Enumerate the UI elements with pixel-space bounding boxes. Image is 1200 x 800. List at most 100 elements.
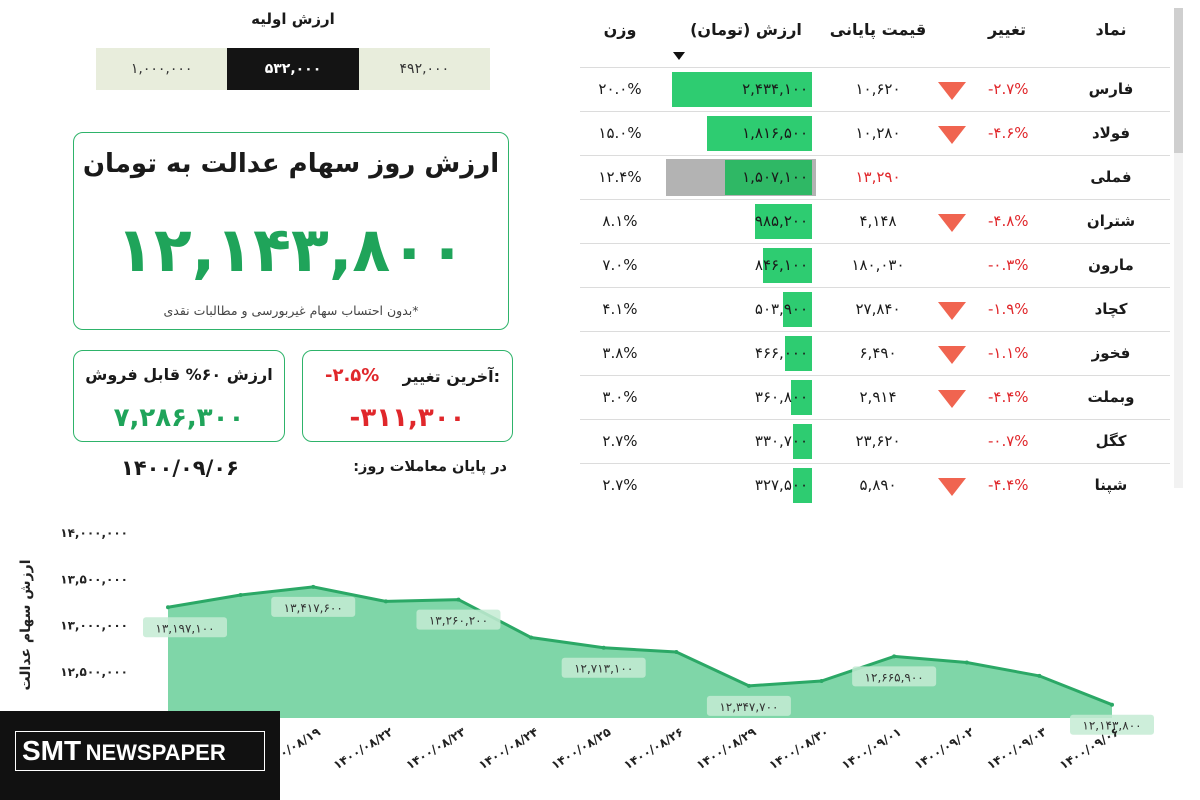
table-row[interactable]: وبملت -۴.۴% ۲,۹۱۴ ۳۶۰,۸۰۰ ۳.۰%	[580, 375, 1170, 419]
data-label: ۱۲,۳۴۷,۷۰۰	[719, 700, 778, 714]
row-price: ۴,۱۴۸	[859, 212, 897, 230]
row-symbol[interactable]: شتران	[1086, 212, 1136, 230]
header-symbol[interactable]: نماد	[1095, 20, 1127, 39]
row-change-percent: -۴.۴%	[988, 388, 1029, 406]
row-weight: ۳.۰%	[602, 388, 638, 406]
header-weight[interactable]: وزن	[603, 20, 637, 39]
data-point[interactable]	[964, 660, 969, 665]
row-value: ۸۴۶,۱۰۰	[666, 244, 812, 287]
data-point[interactable]	[892, 654, 897, 659]
row-value-bar	[793, 468, 812, 503]
table-row[interactable]: فملی ۱۳,۲۹۰ ۱,۵۰۷,۱۰۰ ۱۲.۴%	[580, 155, 1170, 199]
data-point[interactable]	[674, 650, 679, 655]
brand-smt: SMT	[22, 735, 82, 766]
data-point[interactable]	[1110, 702, 1114, 707]
table-row[interactable]: مارون -۰.۳% ۱۸۰,۰۳۰ ۸۴۶,۱۰۰ ۷.۰%	[580, 243, 1170, 287]
last-change-percent: -۲.۵%	[325, 365, 380, 386]
row-value-text: ۱,۵۰۷,۱۰۰	[742, 168, 808, 186]
row-value-bar	[793, 424, 812, 459]
header-price[interactable]: قیمت پایانی	[829, 20, 927, 39]
data-point[interactable]	[819, 679, 824, 683]
row-value-bar	[725, 160, 812, 195]
current-value-note: *بدون احتساب سهام غیربورسی و مطالبات نقد…	[163, 303, 419, 318]
data-point[interactable]	[166, 605, 170, 610]
x-tick-label: ۱۴۰۰/۰۹/۰۱	[839, 725, 904, 773]
data-label: ۱۲,۷۱۳,۱۰۰	[574, 662, 633, 676]
header-value[interactable]: ارزش (تومان)	[690, 20, 802, 39]
row-symbol[interactable]: کچاد	[1094, 300, 1128, 318]
row-weight: ۱۵.۰%	[598, 124, 642, 142]
data-point[interactable]	[1037, 673, 1042, 678]
data-label: ۱۲,۶۶۵,۹۰۰	[865, 670, 924, 684]
row-change-percent: -۰.۳%	[988, 256, 1029, 274]
data-point[interactable]	[456, 597, 461, 602]
table-row[interactable]: فولاد -۴.۶% ۱۰,۲۸۰ ۱,۸۱۶,۵۰۰ ۱۵.۰%	[580, 111, 1170, 155]
data-point[interactable]	[238, 592, 243, 597]
data-label-box	[143, 617, 227, 638]
x-tick-label: ۱۴۰۰/۰۹/۰۲	[912, 724, 977, 772]
row-value-text: ۳۳۰,۷۰۰	[754, 432, 808, 450]
table-scrollbar-thumb[interactable]	[1174, 8, 1183, 153]
down-triangle-icon	[938, 478, 966, 496]
row-value: ۴۶۶,۰۰۰	[666, 332, 812, 375]
row-weight: ۲۰.۰%	[598, 80, 642, 98]
x-tick-label: ۱۴۰۰/۰۸/۳۰	[767, 725, 832, 773]
row-symbol[interactable]: فخوز	[1091, 344, 1131, 362]
table-row[interactable]: شتران -۴.۸% ۴,۱۴۸ ۹۸۵,۲۰۰ ۸.۱%	[580, 199, 1170, 243]
row-value-text: ۲,۴۳۴,۱۰۰	[742, 80, 808, 98]
row-price: ۱۰,۶۲۰	[855, 80, 901, 98]
initial-value-option-532000[interactable]: ۵۳۲,۰۰۰	[227, 48, 359, 90]
row-symbol[interactable]: کگل	[1095, 432, 1127, 450]
row-price: ۵,۸۹۰	[859, 476, 897, 494]
table-row[interactable]: شپنا -۴.۴% ۵,۸۹۰ ۳۲۷,۵۰۰ ۲.۷%	[580, 463, 1170, 507]
row-price: ۱۸۰,۰۳۰	[851, 256, 905, 274]
row-change-percent: -۱.۱%	[988, 344, 1029, 362]
table-row[interactable]: کچاد -۱.۹% ۲۷,۸۴۰ ۵۰۳,۹۰۰ ۴.۱%	[580, 287, 1170, 331]
initial-value-option-1000000[interactable]: ۱,۰۰۰,۰۰۰	[96, 48, 228, 90]
initial-value-option-492000[interactable]: ۴۹۲,۰۰۰	[358, 48, 490, 90]
row-value-text: ۹۸۵,۲۰۰	[754, 212, 808, 230]
row-symbol[interactable]: شپنا	[1094, 476, 1128, 494]
brand-newspaper: NEWSPAPER	[85, 740, 226, 765]
row-change-percent: -۱.۹%	[988, 300, 1029, 318]
y-tick-label: ۱۴,۰۰۰,۰۰۰	[60, 526, 128, 540]
y-axis-label: ارزش سهام عدالت	[18, 559, 34, 690]
y-tick-label: ۱۳,۵۰۰,۰۰۰	[60, 572, 128, 586]
table-row[interactable]: فارس -۲.۷% ۱۰,۶۲۰ ۲,۴۳۴,۱۰۰ ۲۰.۰%	[580, 67, 1170, 111]
row-value: ۳۶۰,۸۰۰	[666, 376, 812, 419]
row-change: -۰.۳%	[962, 244, 1062, 287]
trading-date-label: در پایان معاملات روز:	[353, 459, 507, 475]
sort-descending-icon[interactable]	[673, 52, 685, 60]
row-change: -۲.۷%	[938, 68, 1062, 111]
table-scrollbar[interactable]	[1174, 8, 1183, 488]
header-change[interactable]: تغییر	[987, 20, 1027, 39]
row-change-percent: -۴.۴%	[988, 476, 1029, 494]
row-weight: ۴.۱%	[602, 300, 638, 318]
data-label-box	[271, 596, 356, 617]
row-weight: ۱۲.۴%	[598, 168, 642, 186]
row-price: ۲۳,۶۲۰	[855, 432, 901, 450]
row-symbol[interactable]: وبملت	[1087, 388, 1135, 406]
row-price: ۶,۴۹۰	[859, 344, 897, 362]
data-point[interactable]	[529, 635, 534, 640]
row-change: -۱.۹%	[938, 288, 1062, 331]
x-tick-label: ۱۴۰۰/۰۸/۲۶	[621, 725, 686, 773]
data-point[interactable]	[383, 599, 388, 604]
x-tick-label: ۱۴۰۰/۰۸/۲۲	[331, 724, 396, 772]
table-row[interactable]: کگل -۰.۷% ۲۳,۶۲۰ ۳۳۰,۷۰۰ ۲.۷%	[580, 419, 1170, 463]
down-triangle-icon	[938, 126, 966, 144]
row-value: ۳۲۷,۵۰۰	[666, 464, 812, 507]
row-symbol[interactable]: فولاد	[1091, 124, 1131, 142]
data-point[interactable]	[311, 584, 316, 589]
row-value-bar	[785, 336, 812, 371]
row-symbol[interactable]: مارون	[1088, 256, 1134, 274]
last-change-card: آخرین تغییر: -۲.۵% -۳۱۱,۳۰۰	[302, 350, 513, 442]
table-row[interactable]: فخوز -۱.۱% ۶,۴۹۰ ۴۶۶,۰۰۰ ۳.۸%	[580, 331, 1170, 375]
row-value-bar	[783, 292, 812, 327]
data-point[interactable]	[601, 645, 606, 650]
row-value: ۱,۵۰۷,۱۰۰	[666, 156, 816, 199]
row-change: -۱.۱%	[938, 332, 1062, 375]
data-point[interactable]	[746, 683, 751, 688]
row-symbol[interactable]: فملی	[1090, 168, 1132, 186]
row-symbol[interactable]: فارس	[1088, 80, 1134, 98]
